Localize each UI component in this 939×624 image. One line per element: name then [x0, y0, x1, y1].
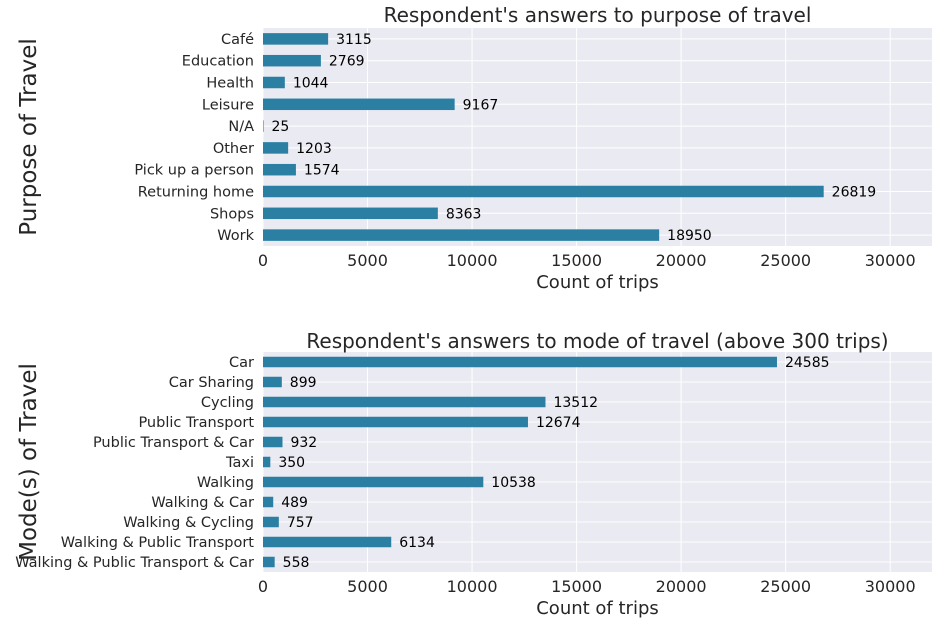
chart2-category-label: Car — [229, 355, 254, 371]
chart2-x-tick-label: 10000 — [447, 577, 498, 596]
chart1-category-label: Pick up a person — [134, 163, 254, 179]
chart2-x-tick-label: 15000 — [551, 577, 602, 596]
chart2-x-axis-label: Count of trips — [536, 598, 659, 619]
chart1-data-label: 25 — [272, 119, 290, 135]
chart2-data-label: 6134 — [399, 535, 435, 551]
chart2-bar — [263, 416, 528, 428]
chart2-bar — [263, 516, 279, 528]
chart2-data-label: 24585 — [785, 355, 830, 371]
chart1-bar — [263, 185, 824, 198]
chart1-x-tick-label: 30000 — [865, 251, 916, 270]
chart2-x-tick-label: 25000 — [760, 577, 811, 596]
chart1-category-label: Work — [217, 228, 254, 244]
chart1-data-label: 1203 — [296, 141, 332, 157]
chart2-category-label: Public Transport — [138, 415, 254, 431]
chart1-category-label: Shops — [210, 206, 254, 222]
chart1-bar — [263, 229, 660, 241]
chart1-category-label: Leisure — [202, 97, 254, 113]
chart2-x-tick-label: 0 — [258, 577, 268, 596]
chart2-data-label: 932 — [290, 435, 317, 451]
chart1-x-tick-label: 0 — [258, 251, 268, 270]
chart1-data-label: 18950 — [667, 228, 712, 244]
chart2-bar — [263, 556, 275, 568]
chart1-x-tick-label: 5000 — [347, 251, 388, 270]
chart2-category-label: Cycling — [201, 395, 254, 411]
chart2-title: Respondent's answers to mode of travel (… — [306, 329, 888, 353]
chart2-data-label: 350 — [278, 455, 305, 471]
chart2-bar — [263, 496, 274, 508]
chart1-data-label: 9167 — [463, 97, 499, 113]
chart2-category-label: Walking & Public Transport — [61, 535, 255, 551]
chart1-data-label: 3115 — [336, 32, 372, 48]
chart1-bar — [263, 142, 289, 154]
chart1-x-tick-label: 25000 — [760, 251, 811, 270]
chart2-bar — [263, 476, 484, 488]
chart2-x-tick-label: 30000 — [865, 577, 916, 596]
chart2-category-label: Walking & Car — [151, 495, 254, 511]
chart2-data-label: 757 — [287, 515, 314, 531]
chart2-data-label: 10538 — [491, 475, 536, 491]
chart1-x-tick-label: 10000 — [447, 251, 498, 270]
chart1-data-label: 26819 — [832, 185, 877, 201]
chart2-bar — [263, 536, 392, 548]
chart1-data-label: 2769 — [329, 54, 365, 70]
chart1-bar — [263, 54, 321, 67]
chart1-category-label: N/A — [228, 119, 254, 135]
chart2-category-label: Car Sharing — [169, 375, 254, 391]
chart2-data-label: 13512 — [553, 395, 598, 411]
chart2-category-label: Walking & Public Transport & Car — [15, 555, 254, 571]
chart1-x-axis-label: Count of trips — [536, 272, 659, 293]
chart2-category-label: Walking — [197, 475, 254, 491]
chart1-title: Respondent's answers to purpose of trave… — [384, 3, 812, 27]
chart2-y-axis-label: Mode(s) of Travel — [16, 363, 42, 561]
chart1-category-label: Returning home — [138, 185, 254, 201]
chart1-bar — [263, 98, 455, 111]
chart2-bar — [263, 396, 546, 408]
chart1-category-label: Café — [221, 32, 254, 48]
chart2-x-tick-label: 20000 — [656, 577, 707, 596]
chart1-data-label: 1044 — [293, 76, 329, 92]
chart2-category-label: Public Transport & Car — [93, 435, 254, 451]
chart2-bar — [263, 456, 271, 468]
chart2-data-label: 12674 — [536, 415, 581, 431]
chart2-category-label: Taxi — [225, 455, 254, 471]
chart2-category-label: Walking & Cycling — [123, 515, 254, 531]
chart1-bar — [263, 33, 329, 45]
chart2-x-tick-label: 5000 — [347, 577, 388, 596]
chart1-bar — [263, 76, 285, 89]
chart1-x-tick-label: 20000 — [656, 251, 707, 270]
chart2-data-label: 489 — [281, 495, 308, 511]
chart1-y-axis-label: Purpose of Travel — [16, 38, 42, 235]
chart1-bar — [263, 207, 438, 220]
chart2-data-label: 899 — [290, 375, 317, 391]
chart1-category-label: Health — [206, 76, 254, 92]
chart1-data-label: 8363 — [446, 206, 482, 222]
chart1-category-label: Education — [182, 54, 254, 70]
chart2-data-label: 558 — [283, 555, 310, 571]
chart2-bar — [263, 376, 282, 388]
chart2-bar — [263, 436, 283, 448]
chart1-bar — [263, 163, 296, 176]
chart1-bar — [263, 120, 264, 132]
chart2-bar — [263, 356, 777, 368]
chart1-x-tick-label: 15000 — [551, 251, 602, 270]
chart1-category-label: Other — [213, 141, 254, 157]
chart1-data-label: 1574 — [304, 163, 340, 179]
